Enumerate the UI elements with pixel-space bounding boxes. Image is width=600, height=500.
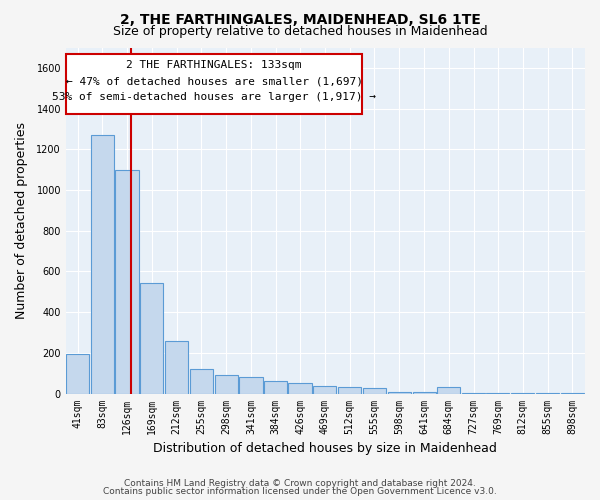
Bar [140, 282, 163, 394]
Bar [437, 388, 460, 394]
Bar [388, 392, 411, 394]
Bar [165, 340, 188, 394]
Text: Size of property relative to detached houses in Maidenhead: Size of property relative to detached ho… [113, 25, 487, 38]
Bar [115, 170, 139, 394]
X-axis label: Distribution of detached houses by size in Maidenhead: Distribution of detached houses by size … [154, 442, 497, 455]
Bar [363, 388, 386, 394]
Bar [239, 377, 263, 394]
Bar [264, 382, 287, 394]
Bar [67, 354, 89, 394]
Text: 53% of semi-detached houses are larger (1,917) →: 53% of semi-detached houses are larger (… [52, 92, 376, 102]
Bar [91, 135, 113, 394]
Text: Contains public sector information licensed under the Open Government Licence v3: Contains public sector information licen… [103, 487, 497, 496]
Bar [289, 383, 311, 394]
Text: ← 47% of detached houses are smaller (1,697): ← 47% of detached houses are smaller (1,… [65, 76, 362, 86]
Bar [462, 392, 485, 394]
Bar [338, 387, 361, 394]
Bar [487, 393, 509, 394]
FancyBboxPatch shape [67, 54, 362, 114]
Text: 2 THE FARTHINGALES: 133sqm: 2 THE FARTHINGALES: 133sqm [127, 60, 302, 70]
Bar [313, 386, 337, 394]
Bar [190, 369, 213, 394]
Text: Contains HM Land Registry data © Crown copyright and database right 2024.: Contains HM Land Registry data © Crown c… [124, 478, 476, 488]
Y-axis label: Number of detached properties: Number of detached properties [15, 122, 28, 319]
Bar [413, 392, 436, 394]
Bar [215, 375, 238, 394]
Text: 2, THE FARTHINGALES, MAIDENHEAD, SL6 1TE: 2, THE FARTHINGALES, MAIDENHEAD, SL6 1TE [119, 12, 481, 26]
